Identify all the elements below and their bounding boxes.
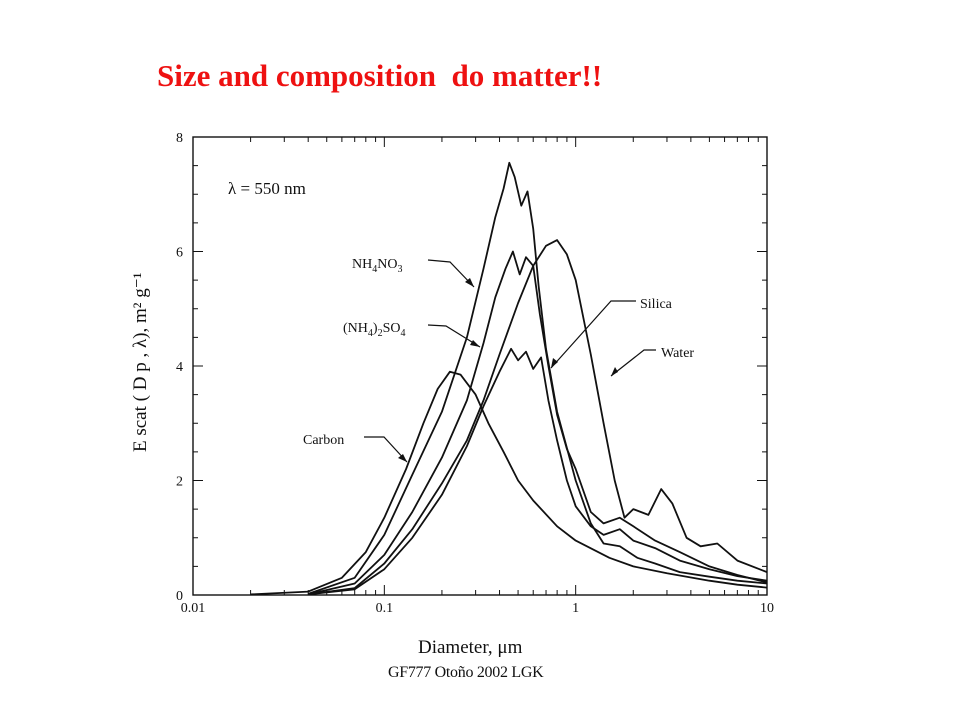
x-tick-label: 0.01 (181, 601, 206, 616)
label-water: Water (661, 346, 694, 361)
label-nh4-2so4: (NH4)2SO4 (343, 321, 405, 339)
y-tick-label: 4 (176, 360, 183, 375)
axis-tick-labels: 0.01 0.1 1 10 0 2 4 6 8 (176, 131, 774, 616)
arrow-heads (398, 278, 618, 462)
arrowhead-nh4no3 (465, 278, 474, 287)
x-tick-label: 0.1 (376, 601, 394, 616)
x-axis-label: Diameter, μm (418, 637, 523, 658)
arrow-nh4-2so4 (427, 324, 481, 348)
y-tick-label: 0 (176, 589, 183, 604)
series-line-nh4no3 (307, 161, 768, 595)
y-tick-label: 6 (176, 246, 183, 261)
series-line-nh4-2so4 (307, 250, 768, 596)
arrow-nh4no3 (427, 259, 475, 288)
arrow-carbon (364, 436, 408, 463)
slide-footer: GF777 Otoño 2002 LGK (388, 664, 544, 681)
label-silica: Silica (640, 297, 673, 312)
arrowhead-nh4-2so4 (470, 340, 480, 347)
arrowhead-water (611, 367, 618, 376)
label-nh4no3: NH4NO3 (352, 257, 402, 275)
x-tick-label: 10 (760, 601, 774, 616)
series-line-carbon (250, 370, 768, 596)
series-line-silica (308, 347, 768, 596)
wavelength-annotation: λ = 550 nm (228, 179, 306, 198)
arrow-water (610, 349, 656, 377)
x-tick-label: 1 (572, 601, 579, 616)
callout-arrows (364, 259, 656, 463)
series-line-water (308, 239, 768, 596)
y-axis-label: E scat ( D p , λ), m² g⁻¹ (130, 272, 151, 452)
y-tick-label: 2 (176, 475, 183, 490)
slide-title: Size and composition do matter!! (157, 58, 603, 93)
arrowhead-carbon (398, 454, 407, 462)
arrow-silica (550, 300, 636, 369)
arrowhead-silica (551, 358, 558, 368)
series-lines (250, 161, 768, 596)
label-carbon: Carbon (303, 433, 344, 448)
y-tick-label: 8 (176, 131, 183, 146)
